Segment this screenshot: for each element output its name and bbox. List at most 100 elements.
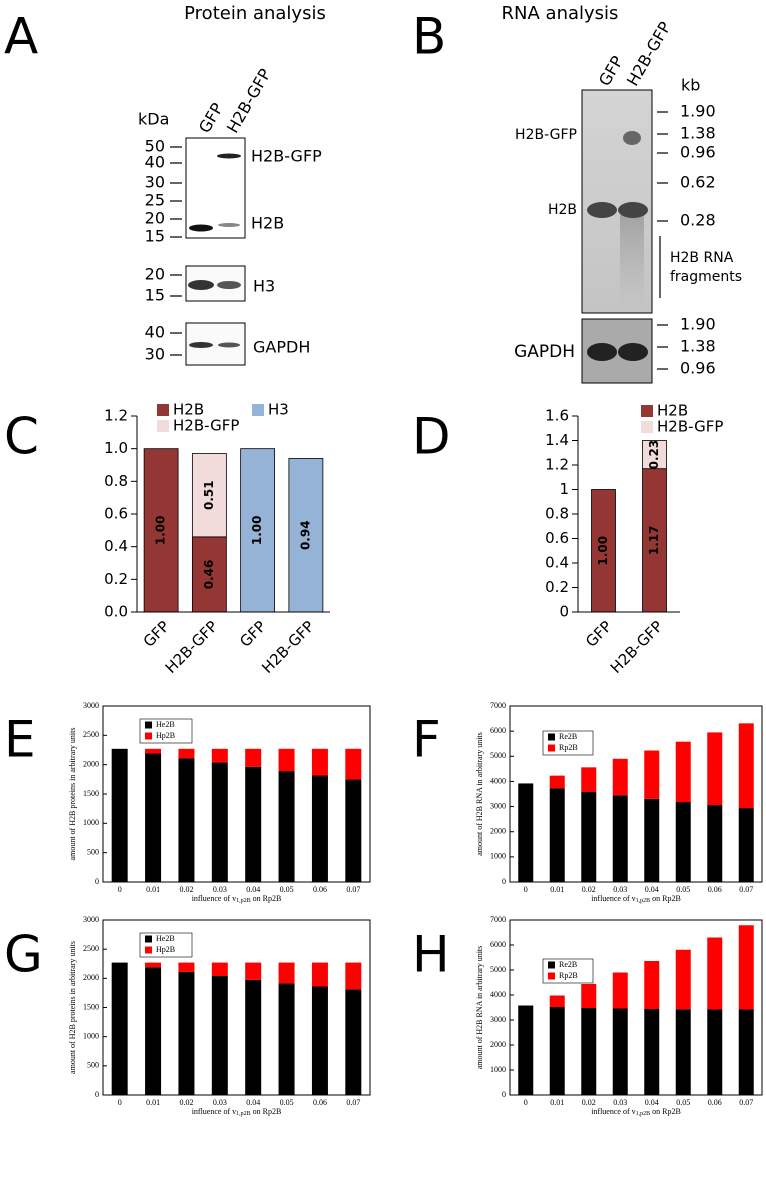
bar bbox=[211, 962, 228, 976]
plot-frame bbox=[509, 919, 763, 1096]
x-tick-label: 0.03 bbox=[213, 1098, 227, 1107]
x-axis-label: influence of v1,p2B on Rp2B bbox=[591, 894, 681, 905]
y-tick-label: 7000 bbox=[490, 915, 506, 924]
y-tick-label: 2000 bbox=[83, 973, 99, 982]
legend-label: Re2B bbox=[559, 960, 577, 969]
x-tick-label: 0.07 bbox=[739, 885, 753, 894]
bar bbox=[549, 788, 565, 882]
legend-label: He2B bbox=[156, 934, 175, 943]
band-label: GAPDH bbox=[253, 338, 310, 357]
panel-label: B bbox=[412, 8, 446, 66]
bar bbox=[211, 976, 228, 1095]
x-axis-label-part: on Rp2B bbox=[251, 1107, 282, 1116]
band-label: H2B-GFP bbox=[251, 147, 322, 166]
y-tick-label: 1.0 bbox=[104, 439, 128, 457]
unit-label: kDa bbox=[138, 110, 169, 129]
marker-ticks bbox=[657, 111, 668, 370]
value-label: 1.00 bbox=[250, 516, 264, 546]
bar bbox=[738, 723, 754, 809]
bar bbox=[612, 795, 628, 882]
legend-swatch bbox=[145, 721, 152, 729]
rna-blot: RNA analysis GFP H2B-GFP kb 1.90 1.38 0.… bbox=[502, 3, 742, 384]
marker-label: 30 bbox=[145, 173, 165, 192]
y-axis-label: amount of H2B proteins in arbitrary unit… bbox=[68, 941, 77, 1074]
bar bbox=[549, 1007, 565, 1095]
bar bbox=[211, 762, 228, 882]
y-tick-label: 5000 bbox=[490, 965, 506, 974]
marker-label: 25 bbox=[145, 191, 165, 210]
lane-label: H2B-GFP bbox=[623, 18, 675, 89]
x-axis-label-part: on Rp2B bbox=[251, 894, 282, 903]
bar bbox=[145, 753, 162, 882]
plot-frame bbox=[102, 705, 371, 883]
x-tick-label: 0.02 bbox=[582, 1098, 596, 1107]
bar bbox=[591, 489, 616, 613]
bar bbox=[675, 802, 691, 882]
x-tick-label: GFP bbox=[236, 617, 269, 650]
bar bbox=[581, 767, 597, 792]
plot-frame bbox=[509, 705, 763, 883]
bar bbox=[345, 748, 362, 780]
bar bbox=[143, 448, 179, 613]
bar bbox=[738, 1009, 754, 1095]
bar bbox=[612, 1008, 628, 1095]
bar bbox=[178, 962, 195, 972]
x-tick-label: 0.05 bbox=[280, 1098, 294, 1107]
y-tick-label: 0.0 bbox=[104, 603, 128, 621]
legend-label: H2B bbox=[173, 401, 204, 419]
y-tick-label: 500 bbox=[87, 847, 99, 856]
value-label: 0.46 bbox=[202, 560, 216, 590]
y-tick-label: 0 bbox=[502, 877, 506, 886]
band-label: H3 bbox=[253, 277, 275, 296]
bar bbox=[612, 758, 628, 796]
marker-label: 50 bbox=[145, 137, 165, 156]
bar bbox=[311, 748, 328, 776]
value-label: 0.23 bbox=[647, 440, 661, 470]
x-tick-label: H2B-GFP bbox=[607, 617, 667, 677]
legend-label: Rp2B bbox=[559, 743, 578, 752]
bar bbox=[707, 805, 723, 882]
x-tick-label: 0.03 bbox=[613, 1098, 627, 1107]
x-tick-label: 0.03 bbox=[213, 885, 227, 894]
legend-label: Hp2B bbox=[156, 945, 175, 954]
bar bbox=[345, 779, 362, 882]
x-tick-label: 0.05 bbox=[676, 885, 690, 894]
y-tick-label: 4000 bbox=[490, 990, 506, 999]
x-axis-label-part: influence of v bbox=[192, 1107, 236, 1116]
bar bbox=[644, 798, 660, 882]
blot-frame bbox=[185, 137, 246, 239]
y-tick-label: 0.6 bbox=[104, 505, 128, 523]
x-tick-label: 0.04 bbox=[246, 885, 260, 894]
legend-swatch bbox=[145, 935, 152, 943]
legend-label: H3 bbox=[268, 401, 289, 419]
legend-swatch bbox=[548, 744, 555, 752]
y-axis-label: amount of H2B RNA in arbitrary units bbox=[475, 946, 484, 1070]
legend-swatch bbox=[157, 420, 169, 432]
bar bbox=[707, 937, 723, 1010]
protein-blot: Protein analysis GFP H2B-GFP kDa 50 40 3… bbox=[138, 3, 326, 366]
marker-ticks bbox=[170, 146, 182, 356]
x-tick-label: 0.04 bbox=[246, 1098, 260, 1107]
x-tick-label: 0.04 bbox=[645, 885, 659, 894]
legend-swatch bbox=[252, 404, 264, 416]
y-tick-label: 1000 bbox=[490, 852, 506, 861]
bar bbox=[245, 962, 262, 980]
bar bbox=[145, 748, 162, 754]
lane-label: GFP bbox=[195, 99, 227, 136]
y-tick-label: 3000 bbox=[490, 1015, 506, 1024]
y-tick-label: 500 bbox=[87, 1061, 99, 1070]
marker-label: 0.96 bbox=[680, 143, 716, 162]
x-axis-label-part: on Rp2B bbox=[650, 1107, 681, 1116]
bar bbox=[288, 458, 324, 613]
y-axis-label: amount of H2B proteins in arbitrary unit… bbox=[68, 728, 77, 861]
chart: 00.20.40.60.811.21.41.61.00 1.170.23GFPH2… bbox=[545, 402, 723, 677]
bar bbox=[644, 750, 660, 799]
band-label: GAPDH bbox=[514, 342, 575, 362]
panel-label: E bbox=[4, 711, 36, 769]
x-tick-label: 0 bbox=[524, 885, 528, 894]
y-tick-label: 0 bbox=[95, 1090, 99, 1099]
x-tick-label: 0.06 bbox=[708, 1098, 722, 1107]
bar bbox=[245, 979, 262, 1095]
panel-title: RNA analysis bbox=[502, 3, 619, 24]
bar bbox=[738, 925, 754, 1010]
